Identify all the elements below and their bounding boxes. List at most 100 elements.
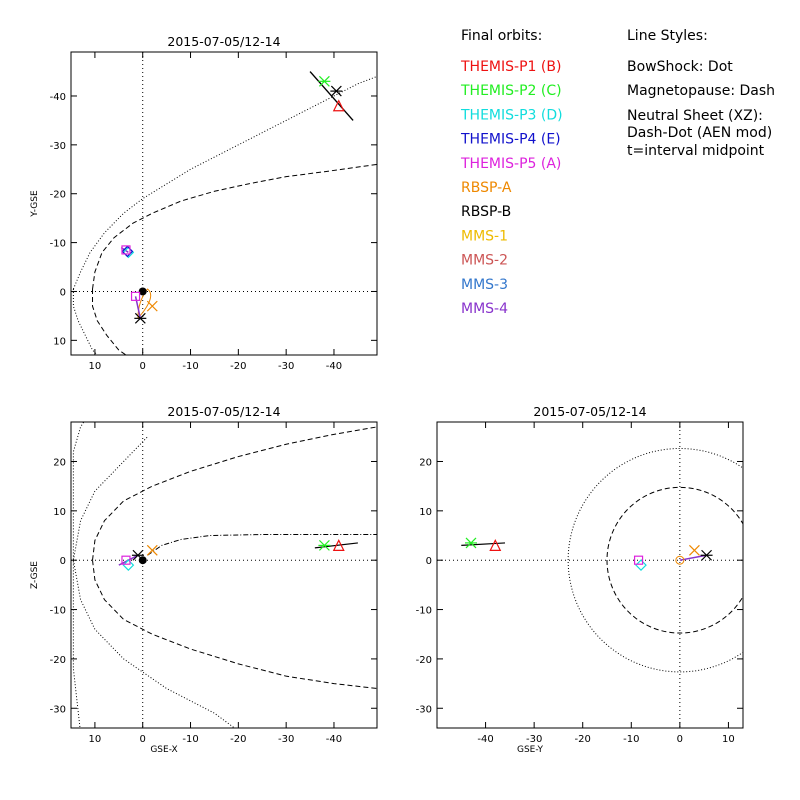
legend-orbit-item: MMS-3 <box>461 277 508 293</box>
marker-rbsp-b <box>131 549 144 561</box>
bowshock-curve <box>567 448 743 673</box>
y-tick-label: -40 <box>50 92 66 103</box>
panel-title: 2015-07-05/12-14 <box>167 404 280 419</box>
y-tick-label: 0 <box>60 556 66 567</box>
earth-marker <box>675 555 685 565</box>
x-tick-label: 0 <box>677 734 683 745</box>
magnetopause-curve <box>92 289 127 355</box>
y-tick-label: 0 <box>60 287 66 298</box>
legend-orbit-item: RBSP-B <box>461 204 511 220</box>
orbit-panel-2: 2015-07-05/12-14 10 0 -10 -20 -30 -40 20 10 0 -10 -… <box>30 404 378 755</box>
marker-themis-p2 <box>318 539 331 551</box>
marker-themis-p5 <box>121 245 131 255</box>
x-tick-label: -40 <box>477 734 493 745</box>
magnetopause-curve <box>92 560 377 690</box>
y-axis-label: Y-GSE <box>30 190 40 218</box>
y-tick-label: 0 <box>426 556 432 567</box>
y-tick-label: 20 <box>419 457 432 468</box>
x-axis-label: GSE-X <box>150 745 177 755</box>
marker-themis-p4 <box>121 245 134 258</box>
legend-orbit-item: THEMIS-P1 (B) <box>460 59 561 75</box>
marker-themis-p5 <box>121 555 131 565</box>
marker-themis-p1 <box>489 539 502 551</box>
x-tick-label: 0 <box>140 734 146 745</box>
plot-area <box>71 422 377 728</box>
y-tick-label: 10 <box>419 507 432 518</box>
marker-themis-p3 <box>122 559 135 571</box>
legend-orbit-item: THEMIS-P5 (A) <box>460 156 561 172</box>
orbit-panel-3: 2015-07-05/12-14 -40 -30 -20 -10 0 10 20 10 0 -10 -… <box>416 404 744 755</box>
legend-orbit-item: THEMIS-P3 (D) <box>460 107 563 123</box>
marker-themis-p1 <box>330 85 343 97</box>
marker-rbsp-a <box>146 300 158 312</box>
legend-orbit-item: MMS-1 <box>461 228 508 244</box>
y-tick-label: -10 <box>416 606 432 617</box>
y-tick-label: 20 <box>53 457 66 468</box>
legend-orbit-item: MMS-2 <box>461 253 508 269</box>
y-tick-label: -20 <box>50 655 66 666</box>
marker-rbsp-b <box>134 312 147 324</box>
orbit-panel-1: 2015-07-05/12-14 10 0 -10 -20 -30 -40 10 0 -10 -20… <box>30 34 378 372</box>
y-tick-label: -20 <box>416 655 432 666</box>
y-axis-label: Z-GSE <box>30 561 40 589</box>
marker-themis-p1 <box>332 539 345 551</box>
y-tick-label: -10 <box>50 239 66 250</box>
plot-area <box>437 422 743 728</box>
marker-mms-1 <box>130 291 141 301</box>
plot-area <box>71 52 377 355</box>
legend-style-item: Neutral Sheet (XZ): <box>627 108 763 124</box>
x-tick-label: -30 <box>278 734 294 745</box>
plot-frame <box>70 51 378 356</box>
marker-rbsp-b <box>700 549 713 561</box>
legend-orbit-item: MMS-4 <box>461 301 508 317</box>
marker-themis-p2 <box>465 537 477 549</box>
x-tick-label: -40 <box>326 361 342 372</box>
legend-style-item: BowShock: Dot <box>627 59 733 75</box>
x-tick-label: -20 <box>230 361 246 372</box>
y-tick-label: -30 <box>416 704 432 715</box>
x-tick-label: -20 <box>575 734 591 745</box>
legend-orbits-header: Final orbits: <box>461 28 542 44</box>
x-tick-label: -30 <box>526 734 542 745</box>
y-tick-label: -20 <box>50 190 66 201</box>
legend-style-item: Dash-Dot (AEN mod) <box>627 125 772 141</box>
panel-title: 2015-07-05/12-14 <box>533 404 646 419</box>
x-tick-label: -20 <box>230 734 246 745</box>
legend: Final orbits: Line Styles: THEMIS-P1 (B) TH… <box>460 28 775 317</box>
y-tick-label: -10 <box>50 606 66 617</box>
plot-frame <box>436 421 744 729</box>
x-tick-label: -10 <box>182 734 198 745</box>
legend-orbit-item: RBSP-A <box>461 180 512 196</box>
marker-rbsp-a <box>689 544 700 556</box>
bowshock-curve <box>72 289 98 355</box>
legend-orbit-item: THEMIS-P4 (E) <box>460 132 561 148</box>
marker-themis-p5 <box>633 555 644 565</box>
legend-styles-header: Line Styles: <box>627 28 708 44</box>
y-tick-label: 10 <box>53 336 66 347</box>
y-tick-label: -30 <box>50 704 66 715</box>
marker-rbsp-a <box>146 544 158 556</box>
bowshock-curve <box>72 436 148 561</box>
bowshock-curve <box>72 560 236 728</box>
plot-frame <box>70 421 378 729</box>
x-tick-label: 0 <box>140 361 146 372</box>
x-tick-label: -30 <box>278 361 294 372</box>
legend-orbit-item: THEMIS-P2 (C) <box>460 83 562 99</box>
magnetopause-curve <box>92 163 377 290</box>
x-tick-label: -10 <box>623 734 639 745</box>
x-tick-label: 10 <box>89 734 102 745</box>
x-tick-label: 10 <box>722 734 735 745</box>
earth-marker <box>138 287 147 296</box>
magnetopause-curve <box>606 486 743 634</box>
legend-style-item: Magnetopause: Dash <box>627 83 775 99</box>
neutral-sheet-curve <box>147 534 377 556</box>
x-axis-label: GSE-Y <box>517 745 544 755</box>
y-tick-label: -30 <box>50 141 66 152</box>
x-tick-label: -40 <box>326 734 342 745</box>
magnetopause-curve <box>92 426 377 561</box>
x-tick-label: -10 <box>182 361 198 372</box>
marker-themis-p1 <box>332 99 345 112</box>
panel-title: 2015-07-05/12-14 <box>167 34 280 49</box>
bowshock-curve <box>72 75 377 290</box>
